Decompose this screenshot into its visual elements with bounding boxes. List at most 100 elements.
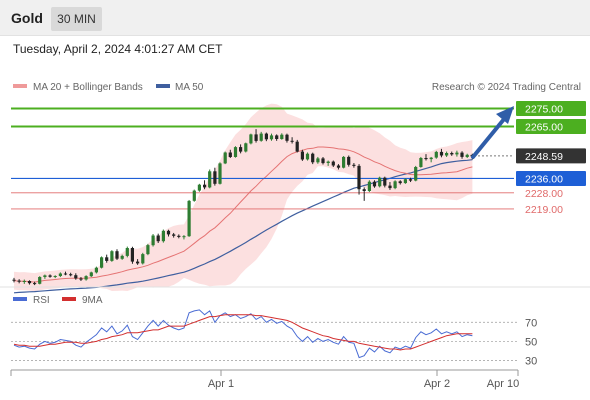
candle-bearish <box>383 177 387 186</box>
candle-bullish <box>455 152 459 155</box>
candle-bearish <box>460 152 464 157</box>
candle-bullish <box>125 248 129 256</box>
level-label-bg-current <box>516 148 586 164</box>
candle-bullish <box>259 133 263 141</box>
candle-bullish <box>22 281 26 282</box>
candle-bearish <box>388 185 392 189</box>
rsi-legend-swatch <box>13 297 27 301</box>
candle-bullish <box>120 255 124 259</box>
candle-bullish <box>161 230 165 242</box>
rsi-axis-label: 70 <box>525 317 537 329</box>
forecast-arrow-head <box>496 106 514 124</box>
price-levels <box>11 107 514 210</box>
candle-bullish <box>393 181 397 189</box>
time-label-apr2: Apr 2 <box>424 378 450 390</box>
candle-bearish <box>69 274 73 276</box>
candle-bullish <box>187 200 191 237</box>
candle-bearish <box>347 156 351 165</box>
rsi-ma-legend-label: 9MA <box>82 295 103 306</box>
interval-button[interactable]: 30 MIN <box>51 7 102 31</box>
candle-bearish <box>136 261 140 264</box>
candle-bearish <box>321 158 325 164</box>
candle-bearish <box>439 151 444 156</box>
candle-bearish <box>115 251 119 259</box>
price-legend: MA 20 + Bollinger Bands MA 50 Research ©… <box>13 82 581 93</box>
candle-bullish <box>326 161 330 163</box>
candle-bullish <box>403 179 407 184</box>
candle-bullish <box>146 245 150 255</box>
candle-bearish <box>398 181 402 184</box>
candle-bullish <box>280 134 284 139</box>
candle-bearish <box>254 134 258 141</box>
level-label-current: 2248.59 <box>525 151 563 163</box>
candle-bearish <box>156 235 160 242</box>
rsi-ma-legend-swatch <box>62 297 76 301</box>
candle-bearish <box>300 151 304 160</box>
candle-bullish <box>414 167 418 181</box>
level-label-bg-resistance <box>516 118 586 134</box>
ma50-line <box>13 159 473 294</box>
candle-bearish <box>275 135 279 139</box>
forecast-arrow <box>471 106 514 159</box>
candle-bearish <box>264 133 268 140</box>
candle-bearish <box>79 278 83 280</box>
candle-bearish <box>285 134 289 141</box>
instrument-title: Gold <box>11 10 43 26</box>
candle-bullish <box>182 236 186 238</box>
candle-bullish <box>141 254 145 264</box>
candle-bullish <box>342 156 346 168</box>
candle-bullish <box>233 147 238 157</box>
rsi-ma-line <box>13 314 473 351</box>
candle-bearish <box>130 248 134 262</box>
level-label-minor: 2228.00 <box>525 188 563 200</box>
candle-bullish <box>94 267 98 273</box>
bollinger-band-area <box>14 103 473 291</box>
candle-bullish <box>84 276 88 280</box>
candle-bearish <box>166 230 171 235</box>
candle-bullish <box>465 154 469 157</box>
candle-bearish <box>352 164 356 166</box>
top-bar: Gold 30 MIN <box>0 0 590 36</box>
candle-bearish <box>172 234 176 236</box>
moving-averages <box>13 146 473 294</box>
time-label-apr10: Apr 10 <box>487 378 519 390</box>
candle-bullish <box>367 181 371 191</box>
candle-bullish <box>100 257 104 268</box>
time-label-apr1: Apr 1 <box>208 378 234 390</box>
candle-bullish <box>445 153 449 156</box>
candle-bearish <box>48 275 52 277</box>
candle-bullish <box>192 190 196 201</box>
rsi-line <box>13 309 473 359</box>
candle-bearish <box>362 189 366 191</box>
candle-bearish <box>12 279 16 281</box>
candle-bullish <box>419 158 423 167</box>
candle-bullish <box>89 272 93 277</box>
candle-bullish <box>429 157 433 160</box>
candle-bullish <box>110 251 114 261</box>
candle-bearish <box>336 165 341 168</box>
candle-bearish <box>295 141 299 152</box>
bollinger-bands <box>14 103 473 291</box>
candle-bullish <box>43 275 47 277</box>
candle-bullish <box>223 152 227 164</box>
candle-bearish <box>408 179 413 181</box>
ma20-line <box>13 146 473 283</box>
level-label-bg-resistance <box>516 101 586 117</box>
level-label-resistance: 2275.00 <box>525 104 563 116</box>
level-label-resistance: 2265.00 <box>525 121 563 133</box>
candle-bullish <box>434 151 438 158</box>
candle-bearish <box>424 158 428 160</box>
ma20-legend-label: MA 20 + Bollinger Bands <box>33 82 143 93</box>
rsi-axis-label: 30 <box>525 355 537 367</box>
credit-text: Research © 2024 Trading Central <box>432 82 581 93</box>
candle-bullish <box>316 158 320 163</box>
rsi-axis-label: 50 <box>525 336 537 348</box>
candle-bearish <box>74 275 78 279</box>
candle-bearish <box>239 147 243 152</box>
level-label-minor: 2219.00 <box>525 204 563 216</box>
candle-bearish <box>450 153 454 155</box>
candle-bearish <box>357 165 361 190</box>
candle-bullish <box>38 277 42 284</box>
candle-bearish <box>105 257 109 261</box>
